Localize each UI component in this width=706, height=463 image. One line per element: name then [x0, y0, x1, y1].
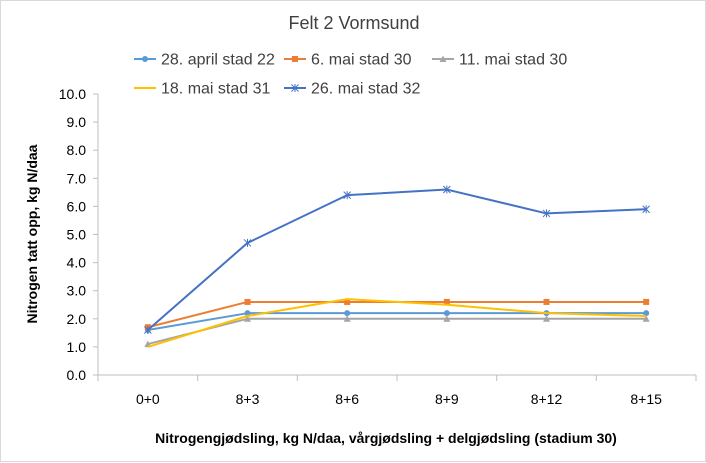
data-point — [344, 298, 351, 305]
legend-marker — [142, 56, 148, 62]
data-point — [344, 310, 351, 317]
legend-item: 18. mai stad 31 — [134, 81, 271, 98]
chart-title: Felt 2 Vormsund — [288, 13, 419, 33]
y-tick-label: 5.0 — [67, 227, 87, 243]
x-tick-label: 8+12 — [531, 391, 563, 407]
legend-item: 26. mai stad 32 — [284, 81, 421, 98]
y-tick-label: 7.0 — [67, 170, 87, 186]
y-axis-title: Nitrogen tatt opp, kg N/daa — [24, 144, 40, 323]
series-3 — [144, 315, 650, 348]
legend-item: 11. mai stad 30 — [432, 52, 567, 69]
x-tick-label: 8+3 — [236, 391, 260, 407]
data-point — [143, 326, 152, 335]
y-tick-label: 1.0 — [67, 339, 87, 355]
data-point — [442, 185, 451, 194]
plot-area: 0.0 1.0 2.0 3.0 4.0 5.0 6.0 7.0 8.0 9.0 10.0 0+0 8+3… — [59, 86, 697, 407]
legend-marker — [439, 55, 447, 62]
data-point — [643, 298, 650, 305]
data-point — [543, 315, 550, 322]
y-tick-label: 2.0 — [67, 311, 87, 327]
y-tick-label: 4.0 — [67, 255, 87, 271]
legend-marker — [292, 56, 298, 62]
x-tick-label: 8+6 — [335, 391, 359, 407]
legend-item: 6. mai stad 30 — [284, 52, 412, 69]
legend-item: 28. april stad 22 — [134, 52, 275, 69]
series-5 — [143, 185, 651, 335]
legend: 28. april stad 22 6. mai stad 30 11. mai s… — [134, 52, 567, 98]
y-tick-label: 9.0 — [67, 114, 87, 130]
y-tick-label: 10.0 — [59, 86, 86, 102]
data-point — [542, 209, 551, 218]
legend-label: 28. april stad 22 — [161, 52, 275, 69]
data-point — [642, 315, 650, 322]
data-point — [443, 310, 450, 317]
y-tick-label: 0.0 — [67, 367, 87, 383]
data-point — [443, 315, 451, 322]
series-line — [147, 312, 647, 332]
legend-label: 6. mai stad 30 — [311, 52, 412, 69]
data-point — [543, 298, 550, 305]
data-point — [343, 315, 351, 322]
legend-label: 11. mai stad 30 — [459, 52, 567, 69]
x-tick-label: 8+15 — [630, 391, 662, 407]
legend-label: 26. mai stad 32 — [311, 81, 421, 98]
data-point — [243, 238, 252, 247]
x-tick-label: 0+0 — [136, 391, 160, 407]
series-line — [147, 317, 647, 346]
data-point — [343, 191, 352, 200]
y-tick-label: 3.0 — [67, 283, 87, 299]
y-tick-label: 8.0 — [67, 142, 87, 158]
x-axis-title: Nitrogengjødsling, kg N/daa, vårgjødslin… — [155, 430, 617, 446]
data-point — [244, 298, 251, 305]
data-point — [642, 205, 651, 214]
series-4 — [147, 298, 647, 348]
legend-marker — [291, 84, 299, 92]
data-point — [643, 310, 650, 317]
y-tick-label: 6.0 — [67, 198, 87, 214]
legend-label: 18. mai stad 31 — [161, 81, 271, 98]
series-line — [147, 298, 647, 348]
series-line — [147, 188, 647, 331]
data-point — [244, 310, 251, 317]
x-tick-label: 8+9 — [435, 391, 459, 407]
data-point — [244, 315, 251, 322]
data-point — [443, 298, 450, 305]
